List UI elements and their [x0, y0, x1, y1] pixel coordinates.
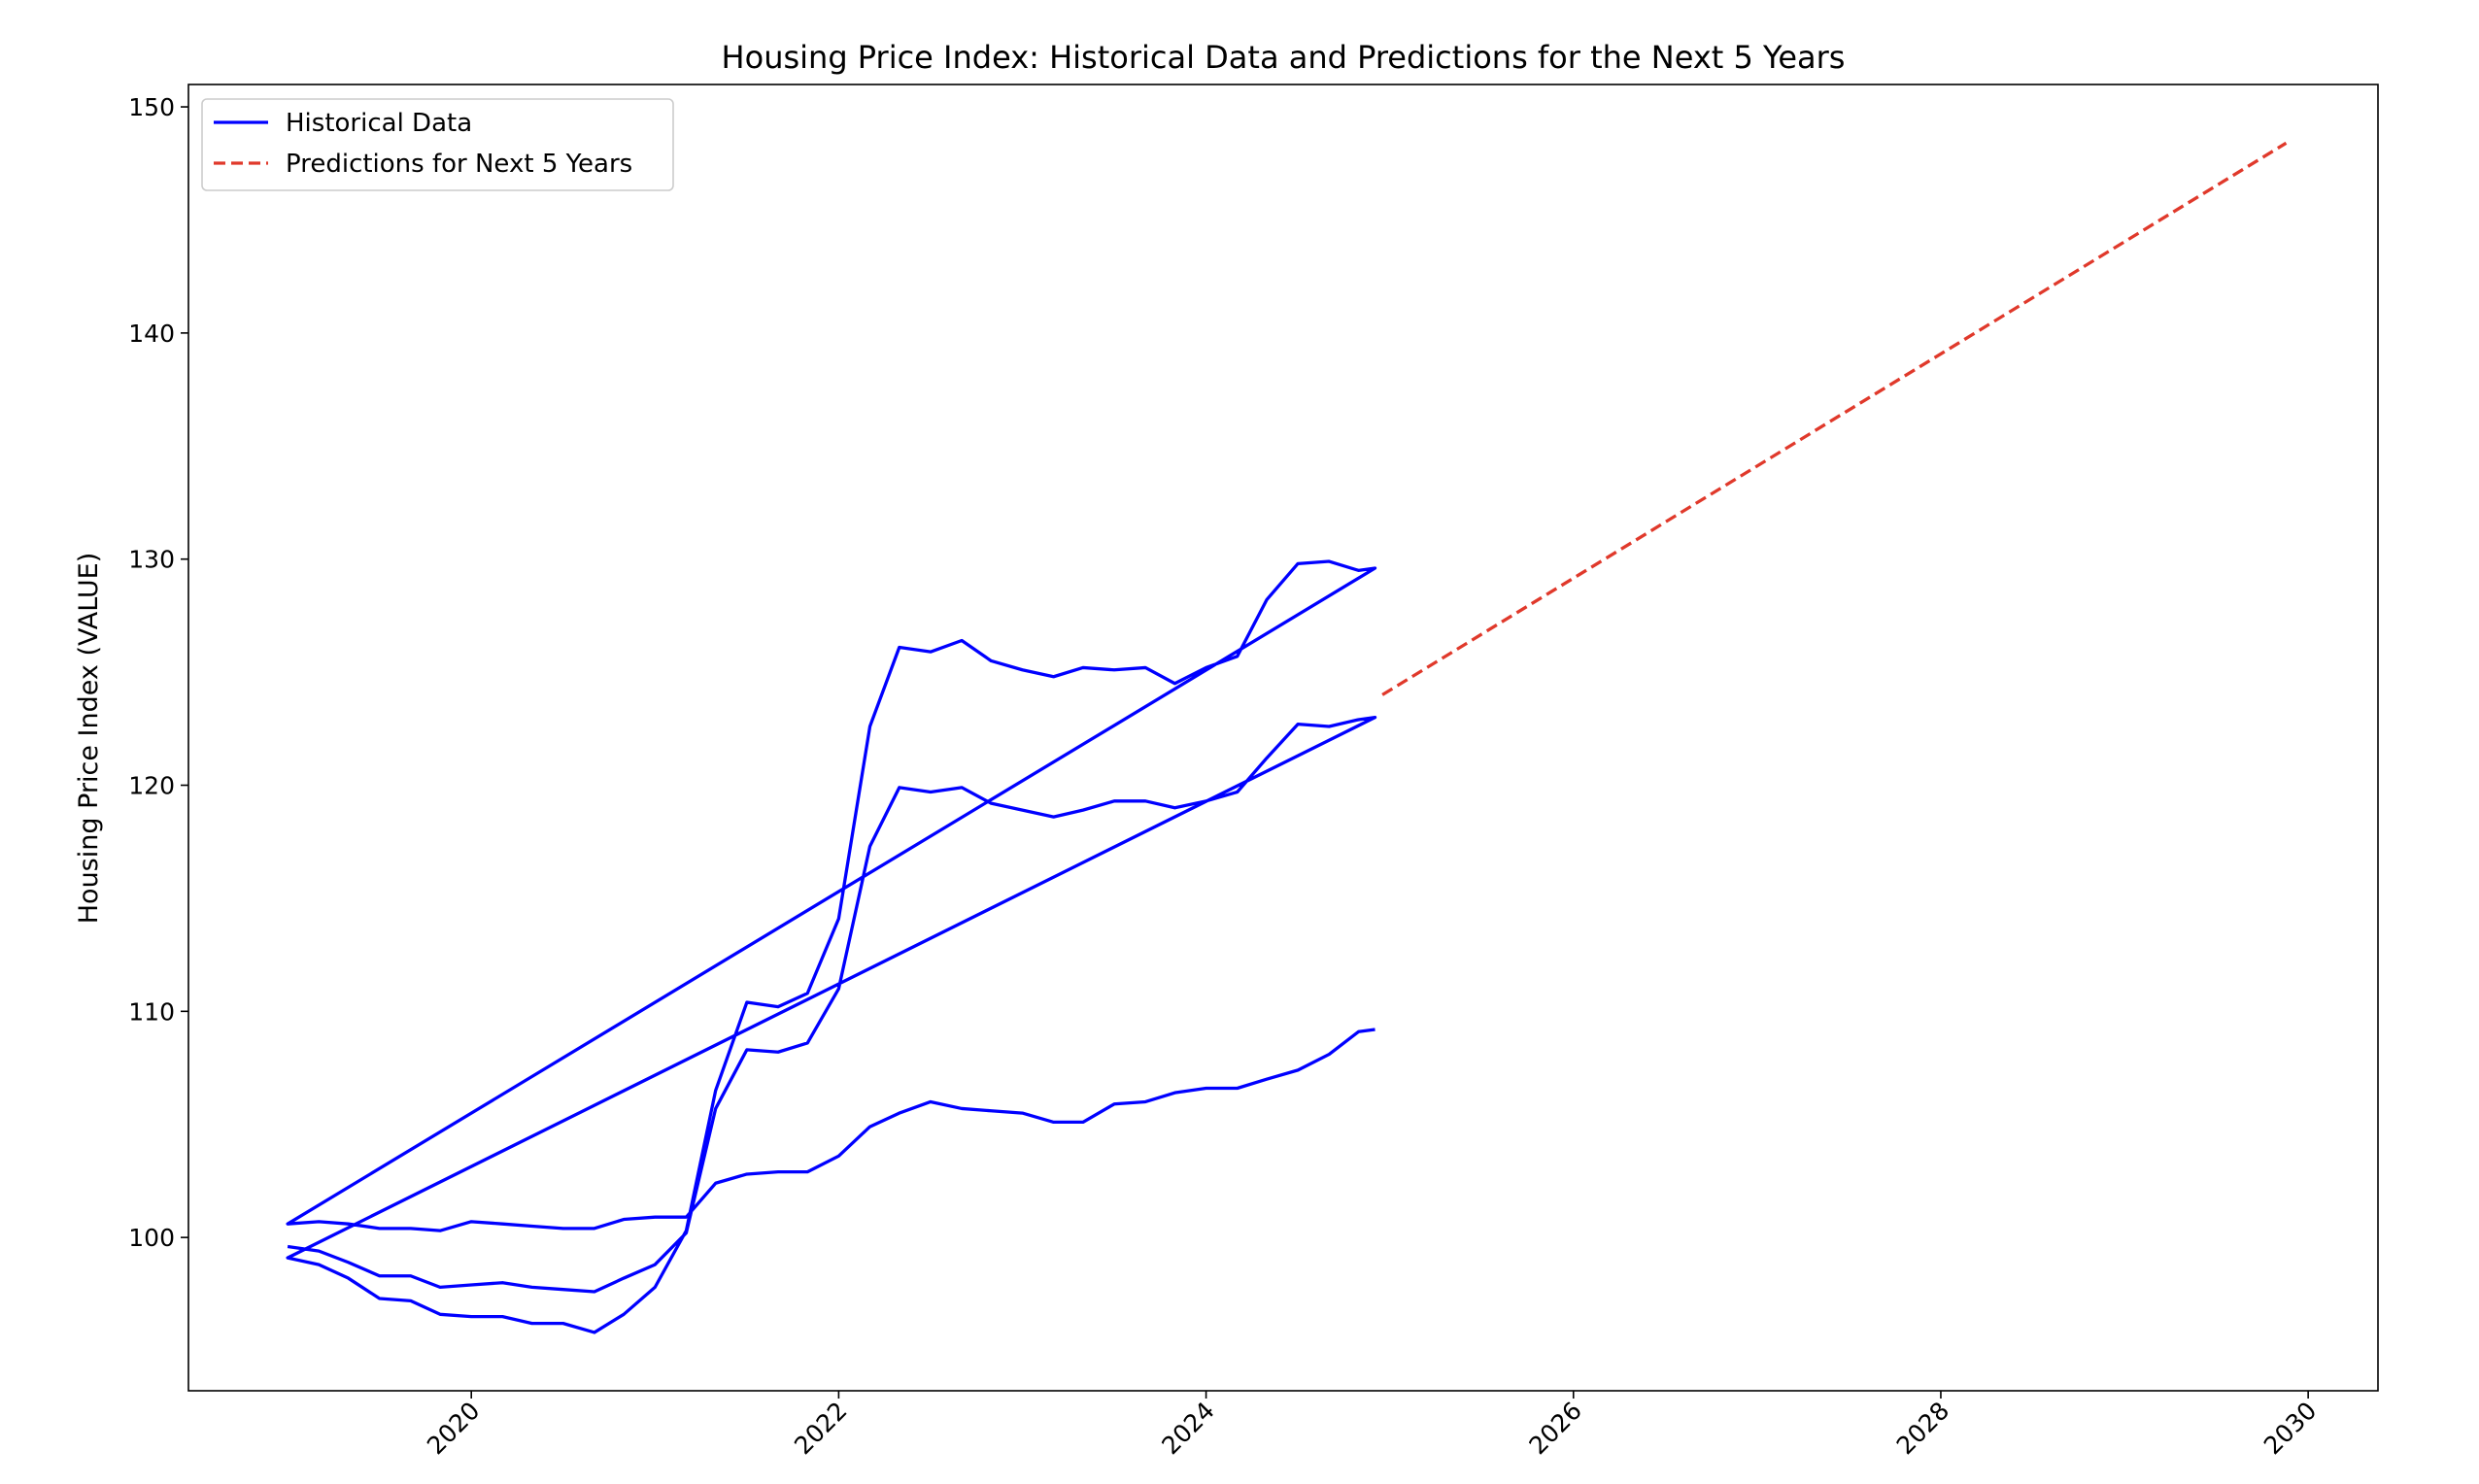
y-tick-label: 100	[128, 1224, 175, 1252]
data-line	[286, 559, 1377, 1334]
y-tick-label: 130	[128, 546, 175, 574]
data-line	[1381, 141, 2288, 696]
legend-label: Historical Data	[286, 109, 472, 138]
y-axis-label: Housing Price Index (VALUE)	[74, 553, 104, 925]
plot-frame	[187, 84, 2379, 1392]
chart-title: Housing Price Index: Historical Data and…	[722, 39, 1846, 76]
y-tick-label: 120	[128, 772, 175, 800]
x-axis-label: Date	[1252, 1480, 1315, 1484]
legend-label: Predictions for Next 5 Years	[286, 150, 632, 179]
y-tick-label: 140	[128, 320, 175, 348]
y-tick-label: 150	[128, 93, 175, 121]
y-tick-label: 110	[128, 997, 175, 1026]
legend-box	[201, 98, 674, 191]
